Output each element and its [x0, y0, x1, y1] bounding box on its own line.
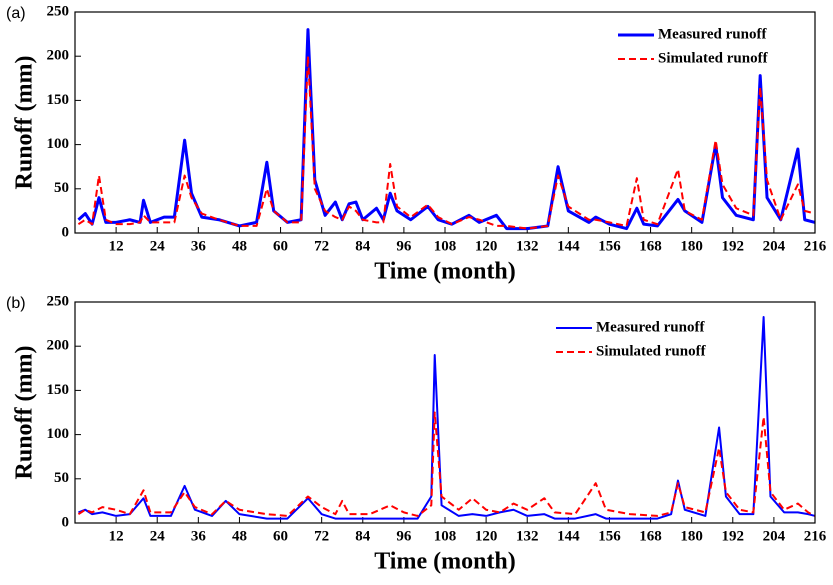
- plot-frame: [74, 11, 816, 234]
- x-tick-label: 72: [314, 238, 329, 254]
- x-tick-label: 108: [434, 528, 457, 544]
- x-tick-label: 72: [314, 528, 329, 544]
- x-tick-label: 168: [639, 238, 662, 254]
- x-tick-label: 96: [396, 528, 412, 544]
- x-tick-label: 180: [680, 528, 703, 544]
- x-tick-label: 24: [150, 238, 166, 254]
- x-tick-label: 12: [109, 238, 124, 254]
- x-tick-label: 84: [355, 528, 371, 544]
- x-tick-label: 216: [804, 238, 827, 254]
- x-tick-label: 192: [722, 238, 745, 254]
- x-tick-label: 60: [273, 528, 288, 544]
- y-tick-label: 250: [47, 293, 70, 309]
- x-tick-label: 144: [557, 238, 580, 254]
- x-tick-label: 132: [516, 528, 539, 544]
- x-tick-label: 168: [639, 528, 662, 544]
- y-tick-label: 100: [47, 426, 70, 442]
- x-tick-label: 180: [680, 238, 703, 254]
- y-tick-label: 100: [47, 136, 70, 152]
- legend-label: Simulated runoff: [596, 343, 707, 359]
- x-tick-label: 144: [557, 528, 580, 544]
- x-tick-label: 120: [475, 238, 498, 254]
- series-line: [78, 316, 816, 520]
- panel-label: (b): [6, 295, 26, 312]
- x-tick-label: 84: [355, 238, 371, 254]
- plot-frame: [74, 301, 816, 524]
- x-tick-label: 96: [396, 238, 412, 254]
- series-line: [77, 411, 816, 517]
- x-tick-label: 48: [232, 238, 247, 254]
- y-tick-label: 0: [62, 224, 70, 240]
- x-tick-label: 36: [191, 528, 207, 544]
- y-tick-label: 150: [47, 92, 70, 108]
- x-tick-label: 204: [763, 238, 786, 254]
- y-tick-label: 50: [54, 180, 69, 196]
- x-tick-label: 204: [763, 528, 786, 544]
- x-tick-label: 216: [804, 528, 827, 544]
- legend-label: Measured runoff: [596, 319, 705, 335]
- panel-label: (a): [6, 5, 26, 22]
- x-tick-label: 120: [475, 528, 498, 544]
- x-tick-label: 156: [598, 238, 621, 254]
- legend-label: Simulated runoff: [658, 50, 769, 66]
- y-axis-label: Runoff (mm): [12, 346, 38, 480]
- x-tick-label: 48: [232, 528, 247, 544]
- x-tick-label: 12: [109, 528, 124, 544]
- legend-label: Measured runoff: [658, 26, 767, 42]
- y-tick-label: 200: [47, 338, 70, 354]
- x-axis-label: Time (month): [374, 259, 516, 285]
- y-tick-label: 200: [47, 48, 70, 64]
- x-tick-label: 108: [434, 238, 457, 254]
- x-tick-label: 36: [191, 238, 207, 254]
- x-tick-label: 24: [150, 528, 166, 544]
- y-tick-label: 250: [47, 3, 70, 19]
- y-tick-label: 0: [62, 514, 70, 530]
- y-tick-label: 50: [54, 470, 69, 486]
- x-tick-label: 192: [722, 528, 745, 544]
- series-line: [77, 55, 816, 230]
- x-tick-label: 132: [516, 238, 539, 254]
- x-axis-label: Time (month): [374, 549, 516, 575]
- y-tick-label: 150: [47, 382, 70, 398]
- x-tick-label: 60: [273, 238, 288, 254]
- y-axis-label: Runoff (mm): [12, 56, 38, 190]
- x-tick-label: 156: [598, 528, 621, 544]
